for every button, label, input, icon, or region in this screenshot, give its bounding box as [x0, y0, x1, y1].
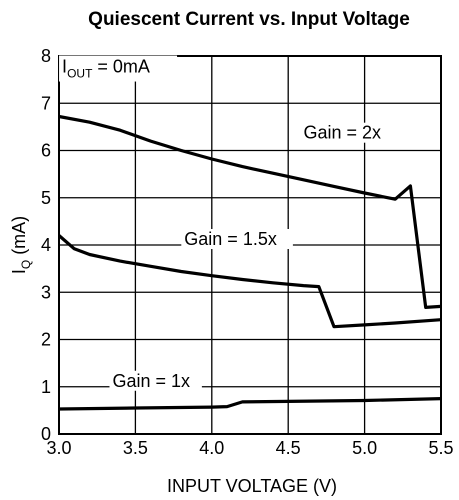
series-label-3: Gain = 1x — [112, 371, 190, 391]
y-tick-label: 8 — [41, 46, 51, 66]
series-line-3 — [58, 397, 442, 411]
x-tick-label: 4.5 — [276, 438, 301, 458]
series-line-2 — [57, 234, 442, 329]
y-axis-label-sub: Q — [19, 260, 33, 269]
ticks: 3.0 3.5 4.0 4.5 5.0 5.5 0 1 2 3 4 5 6 7 8 — [41, 46, 454, 458]
y-tick-label: 2 — [41, 330, 51, 350]
plot-frame — [58, 55, 442, 435]
y-tick-label: 4 — [41, 235, 51, 255]
y-tick-label: 6 — [41, 141, 51, 161]
series-lines — [57, 114, 442, 411]
x-tick-label: 3.5 — [123, 438, 148, 458]
series-label-2: Gain = 1.5x — [184, 229, 277, 249]
x-tick-label: 5.5 — [428, 438, 453, 458]
x-tick-label: 5.0 — [352, 438, 377, 458]
y-axis-label-unit: (mA) — [9, 216, 29, 260]
series-label-bg — [300, 122, 393, 143]
x-tick-label: 4.0 — [199, 438, 224, 458]
y-tick-label: 1 — [41, 377, 51, 397]
series-label-bg — [109, 370, 202, 391]
condition-label-bg — [59, 55, 178, 82]
series-label-1: Gain = 2x — [303, 123, 381, 143]
y-tick-label: 5 — [41, 188, 51, 208]
y-tick-label: 7 — [41, 93, 51, 113]
y-axis-label: IQ (mA) — [9, 216, 33, 274]
y-tick-label: 0 — [41, 424, 51, 444]
annotations: Gain = 2x Gain = 1.5x Gain = 1x IOUT = 0mA — [59, 55, 393, 391]
y-axis-label-main: I — [9, 269, 29, 274]
y-tick-label: 3 — [41, 282, 51, 302]
x-axis-label: INPUT VOLTAGE (V) — [167, 476, 337, 496]
condition-label: IOUT = 0mA — [62, 57, 150, 81]
series-line-1 — [58, 114, 442, 309]
chart-title: Quiescent Current vs. Input Voltage — [88, 9, 410, 30]
x-tick-label: 3.0 — [46, 438, 71, 458]
series-label-bg — [181, 229, 293, 249]
